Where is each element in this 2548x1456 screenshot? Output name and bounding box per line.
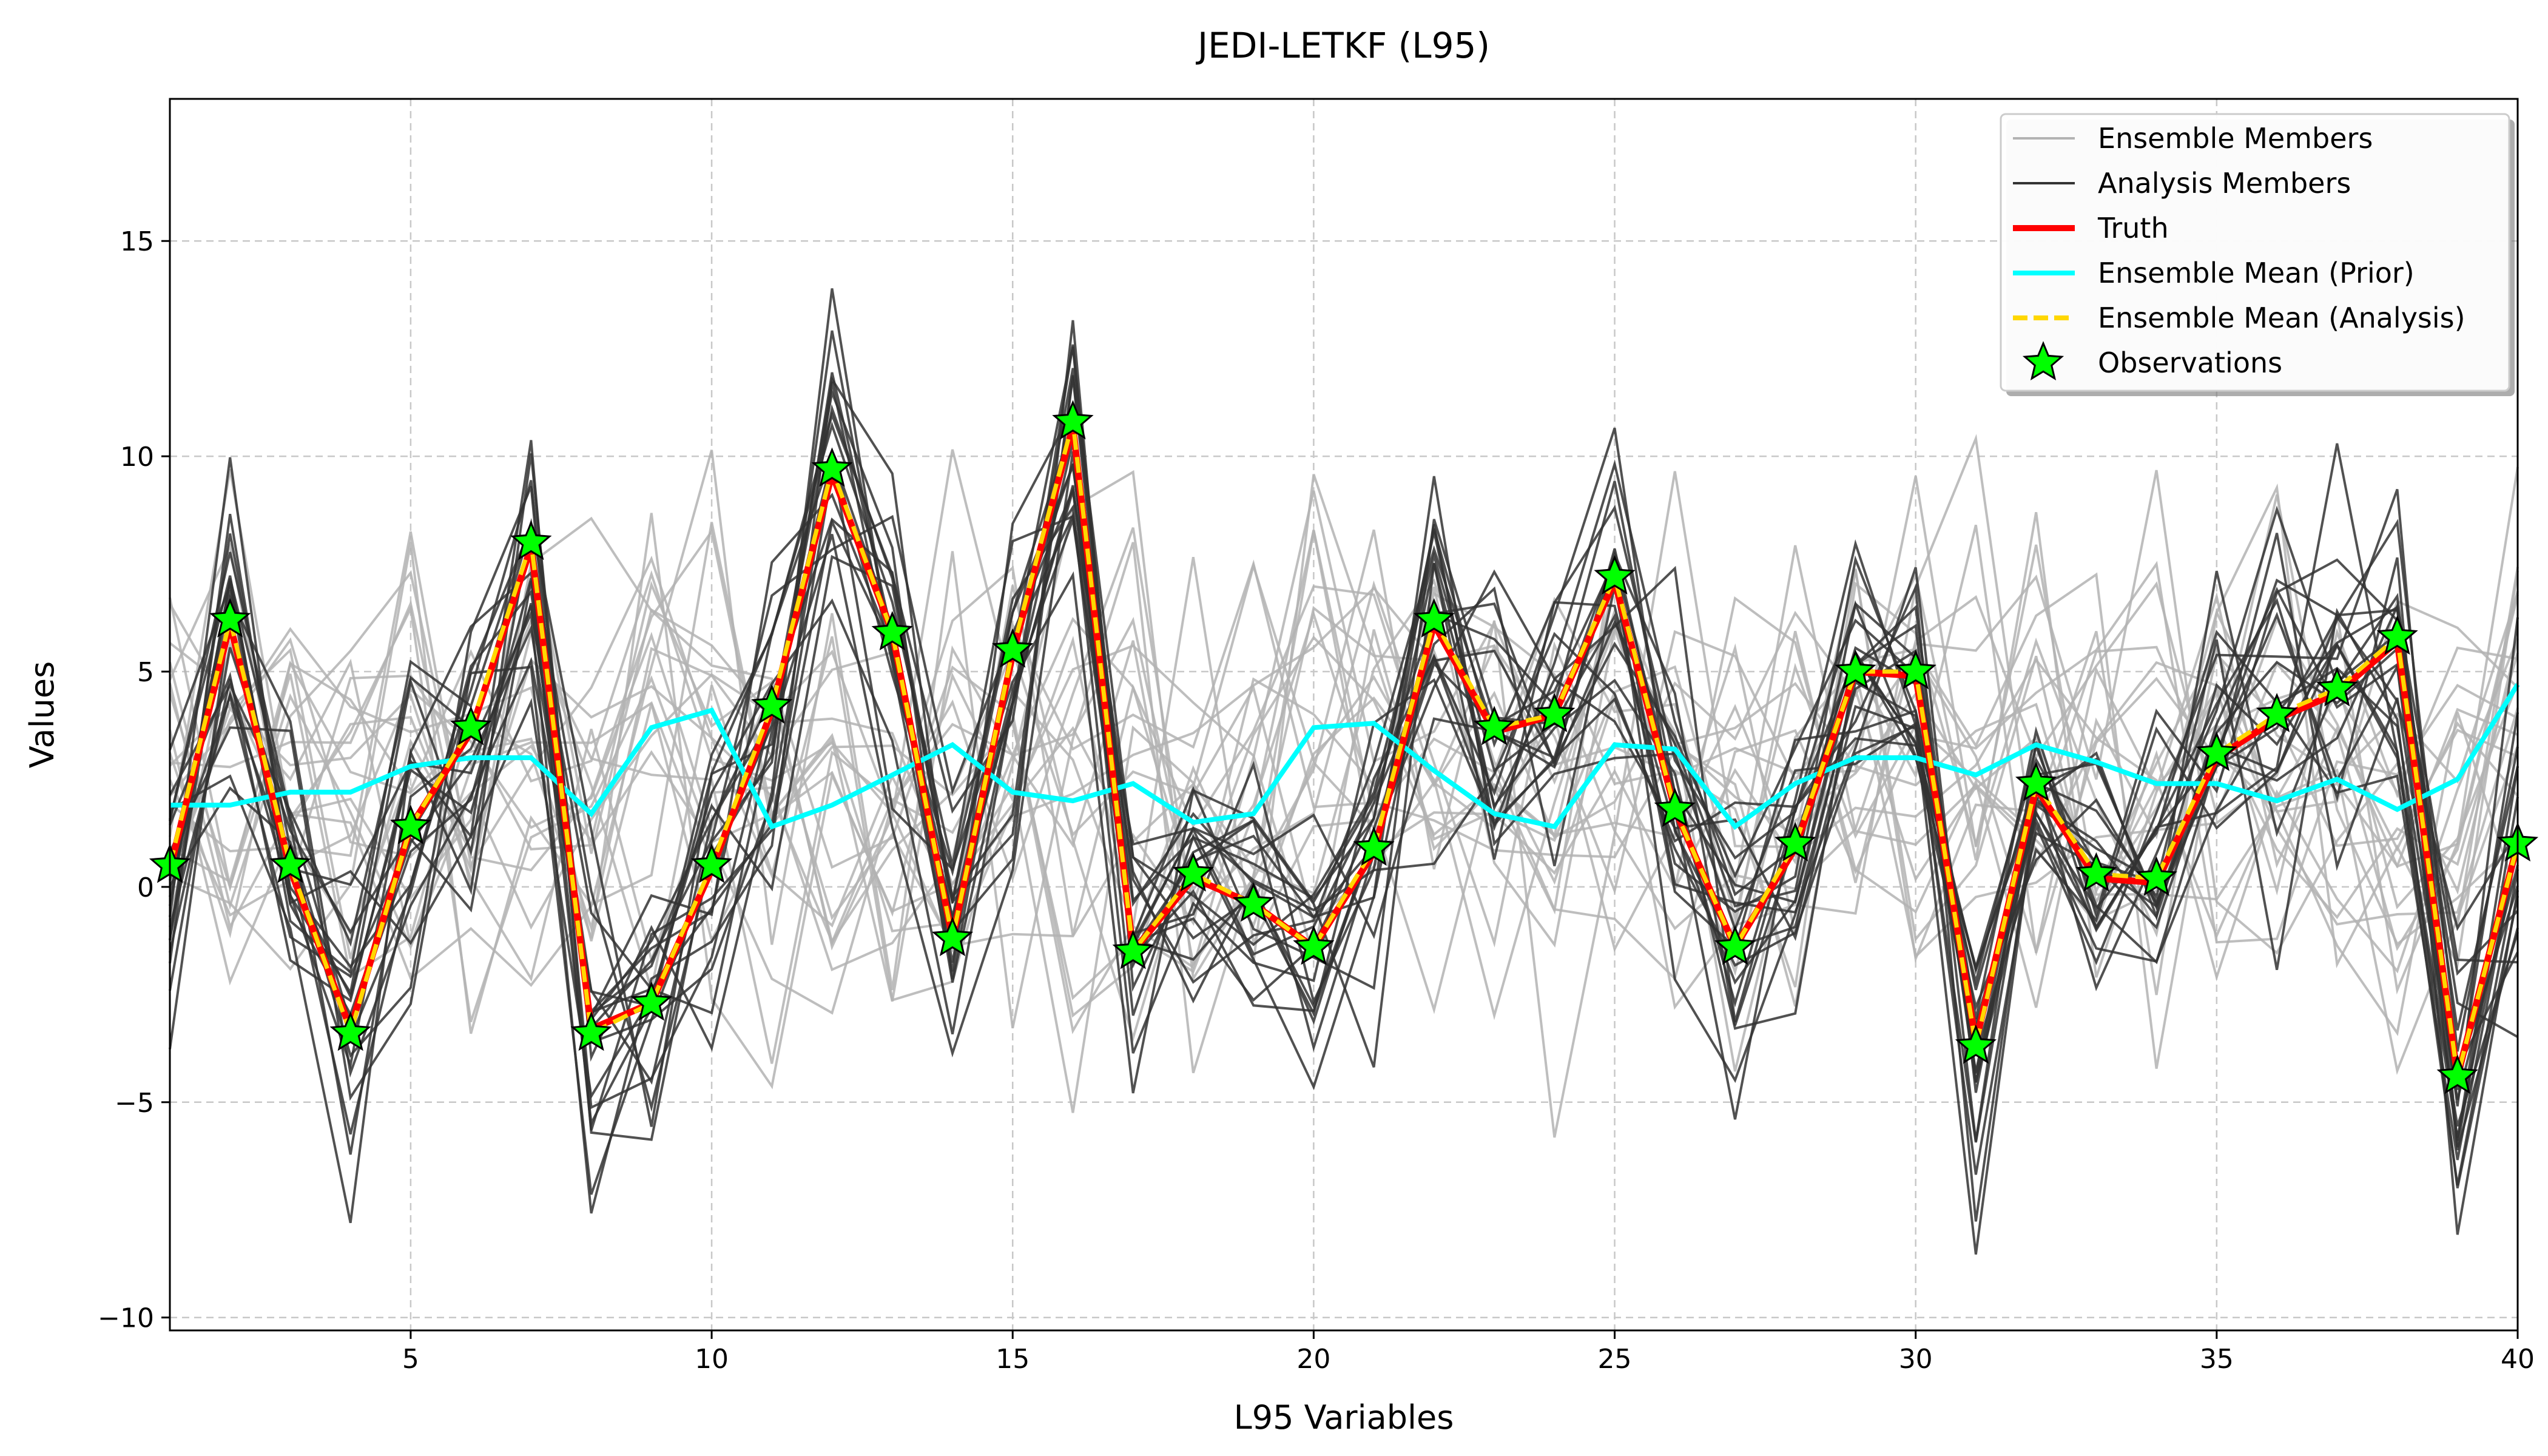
- observations: [149, 400, 2539, 1094]
- legend-label: Analysis Members: [2098, 167, 2351, 200]
- observation-point: [811, 447, 853, 487]
- observation-point: [1774, 821, 1816, 861]
- observation-point: [1714, 925, 1756, 965]
- ensemble-member-line: [169, 470, 2519, 955]
- x-axis-label: L95 Variables: [1234, 1398, 1454, 1437]
- y-tick-label: −5: [115, 1088, 154, 1119]
- y-tick-label: 5: [137, 657, 154, 688]
- legend-label: Ensemble Mean (Prior): [2098, 257, 2415, 289]
- x-tick-label: 20: [1296, 1344, 1330, 1375]
- analysis-members: [169, 288, 2519, 1255]
- observation-point: [871, 611, 913, 651]
- y-tick-label: −10: [98, 1303, 154, 1334]
- legend-label: Observations: [2098, 346, 2282, 379]
- legend-observation-icon: [2022, 341, 2064, 381]
- observation-point: [1594, 554, 1636, 595]
- legend-item: Observations: [2022, 341, 2282, 381]
- y-axis-label: Values: [23, 661, 61, 768]
- ensemble-member-line: [169, 450, 2519, 1074]
- x-tick-label: 15: [996, 1344, 1030, 1375]
- observation-point: [2376, 615, 2418, 655]
- chart-title: JEDI-LETKF (L95): [1196, 25, 1490, 66]
- y-tick-label: 10: [120, 442, 154, 473]
- observation-point: [1895, 650, 1936, 690]
- legend: Ensemble Members Analysis Members Truth Ens…: [2000, 113, 2515, 396]
- observation-point: [510, 521, 552, 561]
- legend-item: Analysis Members: [2013, 167, 2351, 200]
- observation-point: [1293, 925, 1335, 965]
- x-tick-label: 40: [2501, 1344, 2535, 1375]
- legend-label: Truth: [2097, 212, 2169, 244]
- observation-point: [1654, 787, 1696, 827]
- legend-label: Ensemble Members: [2098, 122, 2373, 155]
- observation-point: [209, 598, 251, 638]
- legend-box: [2000, 113, 2510, 392]
- observation-point: [2075, 852, 2117, 892]
- analysis-member-line: [169, 372, 2519, 1112]
- analysis-member-line: [169, 480, 2519, 1188]
- observation-point: [2436, 1054, 2478, 1094]
- observation-point: [1112, 929, 1154, 969]
- legend-item: Ensemble Members: [2013, 122, 2373, 155]
- observation-point: [1353, 826, 1395, 866]
- series-lines: [166, 421, 2521, 1077]
- observation-point: [1955, 1024, 1997, 1064]
- plot-frame: [169, 98, 2519, 1332]
- x-tick-label: 30: [1899, 1344, 1933, 1375]
- observation-point: [1835, 650, 1876, 690]
- observation-point: [2316, 667, 2358, 707]
- observation-point: [389, 804, 432, 844]
- observation-point: [630, 981, 673, 1021]
- x-tick-label: 35: [2200, 1344, 2234, 1375]
- y-tick-label: 0: [137, 872, 154, 903]
- observation-point: [1413, 598, 1455, 638]
- x-axis-ticks: 5 10 15 20 25 30 35 40: [402, 1330, 2535, 1375]
- x-tick-label: 10: [695, 1344, 729, 1375]
- observation-point: [1052, 400, 1094, 440]
- observation-point: [450, 706, 492, 746]
- observation-point: [931, 917, 974, 957]
- observation-point: [269, 843, 311, 883]
- observation-point: [1534, 693, 1576, 733]
- observation-point: [329, 1011, 371, 1051]
- observation-point: [1473, 706, 1515, 746]
- legend-item: Ensemble Mean (Analysis): [2013, 302, 2465, 334]
- observation-point: [2196, 731, 2238, 771]
- analysis-mean-line: [167, 421, 2520, 1077]
- ensemble-member-line: [169, 565, 2519, 982]
- legend-label: Ensemble Mean (Analysis): [2098, 302, 2465, 334]
- observation-point: [992, 628, 1034, 668]
- x-tick-label: 25: [1598, 1344, 1632, 1375]
- legend-item: Ensemble Mean (Prior): [2013, 257, 2415, 289]
- observation-point: [1232, 882, 1275, 922]
- x-tick-label: 5: [402, 1344, 419, 1375]
- observation-point: [570, 1011, 612, 1051]
- observation-point: [690, 843, 733, 883]
- observation-point: [2135, 856, 2177, 896]
- y-axis-ticks: −10 −5 0 5 10 15: [98, 226, 170, 1334]
- observation-point: [2256, 693, 2298, 733]
- legend-item: Truth: [2013, 212, 2169, 244]
- y-tick-label: 15: [120, 226, 154, 257]
- observation-point: [751, 684, 793, 724]
- observation-point: [1172, 852, 1215, 892]
- observation-point: [2015, 761, 2057, 801]
